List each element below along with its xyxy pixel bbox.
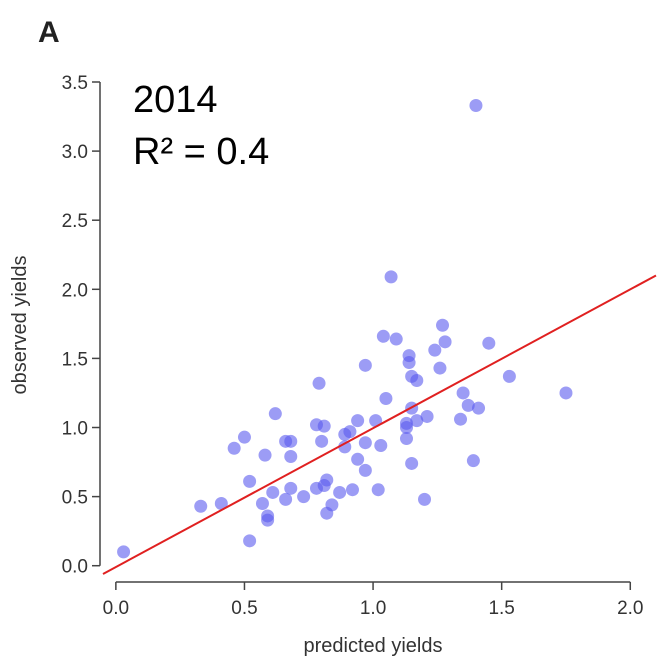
- y-tick-label: 1.5: [62, 349, 88, 370]
- point: [284, 450, 298, 464]
- point: [358, 463, 372, 477]
- point: [312, 376, 326, 390]
- point: [325, 498, 339, 512]
- point: [237, 430, 251, 444]
- x-tick-label: 0.5: [231, 598, 257, 619]
- point: [358, 358, 372, 372]
- point: [343, 425, 357, 439]
- point: [374, 438, 388, 452]
- point: [243, 534, 257, 548]
- point: [472, 401, 486, 415]
- point: [358, 436, 372, 450]
- y-tick-label: 2.0: [62, 280, 88, 301]
- point: [376, 329, 390, 343]
- y-tick-label: 3.5: [62, 73, 88, 94]
- y-tick-label: 1.0: [62, 419, 88, 440]
- point: [315, 434, 329, 448]
- annotation: R² = 0.4: [133, 131, 269, 173]
- point: [317, 419, 331, 433]
- point: [261, 513, 275, 527]
- point: [117, 545, 131, 559]
- point: [284, 481, 298, 495]
- point: [351, 414, 365, 428]
- point: [405, 456, 419, 470]
- point: [227, 441, 241, 455]
- point: [559, 386, 573, 400]
- x-tick-label: 1.5: [488, 598, 514, 619]
- point: [371, 483, 385, 497]
- point: [461, 398, 475, 412]
- point: [345, 483, 359, 497]
- x-tick-label: 1.0: [360, 598, 386, 619]
- fit-line: [102, 274, 657, 575]
- point: [502, 369, 516, 383]
- point: [418, 492, 432, 506]
- point: [338, 440, 352, 454]
- point: [214, 497, 228, 511]
- point: [369, 414, 383, 428]
- x-tick-label: 0.0: [103, 598, 129, 619]
- y-tick-label: 2.5: [62, 211, 88, 232]
- point: [433, 361, 447, 375]
- y-tick-label: 3.0: [62, 142, 88, 163]
- point: [351, 452, 365, 466]
- point: [266, 485, 280, 499]
- point: [410, 374, 424, 388]
- point: [194, 499, 208, 513]
- point: [389, 332, 403, 346]
- point: [243, 474, 257, 488]
- point: [436, 318, 450, 332]
- x-tick-label: 2.0: [617, 598, 643, 619]
- point: [333, 485, 347, 499]
- annotation: 2014: [133, 79, 218, 121]
- point: [297, 490, 311, 504]
- point: [428, 343, 442, 357]
- point: [258, 448, 272, 462]
- point: [410, 414, 424, 428]
- point: [284, 434, 298, 448]
- point: [400, 432, 414, 446]
- y-axis-title: observed yields: [9, 256, 31, 395]
- point: [384, 270, 398, 284]
- point: [379, 391, 393, 405]
- y-tick-label: 0.0: [62, 557, 88, 578]
- point: [456, 386, 470, 400]
- chart-title: A: [38, 16, 60, 49]
- point: [482, 336, 496, 350]
- point: [279, 492, 293, 506]
- point: [420, 409, 434, 423]
- point: [454, 412, 468, 426]
- point: [400, 416, 414, 430]
- point: [317, 479, 331, 493]
- point: [438, 335, 452, 349]
- point: [466, 454, 480, 468]
- y-tick-label: 0.5: [62, 488, 88, 509]
- point: [255, 497, 269, 511]
- x-axis-title: predicted yields: [304, 635, 443, 657]
- point: [469, 98, 483, 112]
- point: [268, 407, 282, 421]
- point: [402, 356, 416, 370]
